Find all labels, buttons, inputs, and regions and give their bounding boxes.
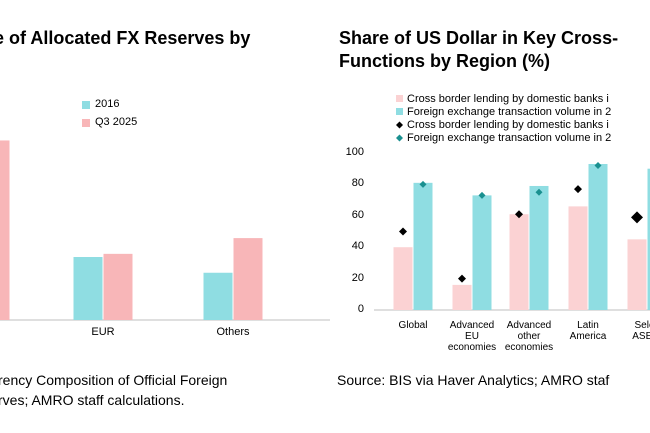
left-legend-swatch-2: [82, 119, 90, 127]
left-category-label-eur: EUR: [91, 326, 115, 338]
right-marker-2-3: [535, 188, 543, 196]
right-y-tick-20: 20: [351, 271, 364, 284]
right-category-line: other: [517, 331, 541, 342]
right-legend-swatch-2: [396, 108, 403, 115]
left-bar-2-3: [233, 238, 263, 320]
left-bar-2-2: [103, 253, 133, 320]
right-marker-2-1: [419, 180, 427, 188]
right-category-label-5: SelecASEAI: [617, 320, 650, 342]
left-bar-1-2: [73, 257, 103, 320]
right-bar-2-5: [647, 168, 650, 310]
right-category-line: Latin: [577, 320, 599, 331]
left-source-line-2: rves; AMRO staff calculations.: [0, 392, 185, 408]
right-bar-1-3: [509, 214, 529, 310]
right-marker-1-5: [631, 211, 643, 224]
right-category-line: Advanced: [506, 320, 552, 331]
right-legend-label-3: Cross border lending by domestic banks i: [407, 119, 609, 131]
right-legend-label-1: Cross border lending by domestic banks i: [407, 93, 609, 105]
right-marker-2-4: [594, 162, 602, 170]
right-category-line: America: [569, 331, 607, 342]
right-marker-1-2: [458, 274, 466, 283]
right-category-line: Advanced: [449, 320, 495, 331]
right-bar-1-2: [452, 284, 472, 310]
right-marker-1-4: [574, 185, 582, 194]
right-bar-1-4: [568, 206, 588, 310]
left-source-note: rency Composition of Official Foreign rv…: [0, 370, 227, 410]
left-source-line-1: rency Composition of Official Foreign: [0, 372, 228, 388]
right-bar-2-1: [413, 182, 433, 310]
right-legend-label-2: Foreign exchange transaction volume in 2: [407, 106, 612, 118]
right-category-line: Selec: [634, 320, 650, 331]
right-bar-2-3: [529, 185, 549, 310]
right-y-tick-0: 0: [357, 303, 364, 315]
right-legend-swatch-4: [396, 134, 403, 142]
right-category-line: Global: [398, 320, 428, 331]
right-bar-2-4: [588, 163, 608, 310]
right-bar-1-5: [627, 239, 647, 310]
left-bar-2-1: [0, 140, 10, 320]
right-category-label-3: Advanced other economies: [499, 320, 559, 353]
right-category-line: EU: [465, 331, 479, 342]
right-legend-swatch-3: [396, 121, 403, 129]
right-bar-1-1: [393, 247, 413, 310]
right-chart-title-line-1: Share of US Dollar in Key Cross-: [339, 28, 619, 48]
right-marker-1-1: [399, 227, 407, 236]
left-category-label-others: Others: [216, 326, 250, 338]
right-y-tick-60: 60: [351, 208, 364, 221]
right-chart-title-line-2: Functions by Region (%): [339, 51, 550, 71]
right-y-tick-40: 40: [351, 240, 364, 253]
right-y-tick-100: 100: [345, 146, 364, 158]
right-category-label-4: Latin America: [558, 320, 618, 342]
left-legend-label-1: 2016: [95, 98, 120, 110]
right-category-line: ASEAI: [632, 331, 650, 342]
right-marker-1-3: [515, 210, 523, 219]
right-category-line: economies: [447, 342, 497, 353]
right-legend-swatch-1: [396, 95, 403, 102]
right-category-label-2: Advanced EU economies: [442, 320, 502, 353]
left-bar-1-3: [203, 272, 233, 320]
right-category-label-1: Global: [383, 320, 443, 331]
right-legend-label-4: Foreign exchange transaction volume in 2: [407, 132, 612, 144]
right-marker-2-2: [478, 191, 486, 199]
left-legend-label-2: Q3 2025: [95, 116, 138, 128]
right-category-line: economies: [504, 342, 554, 353]
left-legend-swatch-1: [82, 101, 90, 109]
right-bar-2-2: [472, 195, 492, 310]
right-source-note: Source: BIS via Haver Analytics; AMRO st…: [337, 372, 610, 388]
right-y-tick-80: 80: [351, 177, 364, 190]
left-chart-title: e of Allocated FX Reserves by ): [0, 27, 314, 73]
right-chart-title: Share of US Dollar in Key Cross- Functio…: [339, 27, 650, 73]
left-chart-title-line-1: e of Allocated FX Reserves by: [0, 28, 251, 48]
